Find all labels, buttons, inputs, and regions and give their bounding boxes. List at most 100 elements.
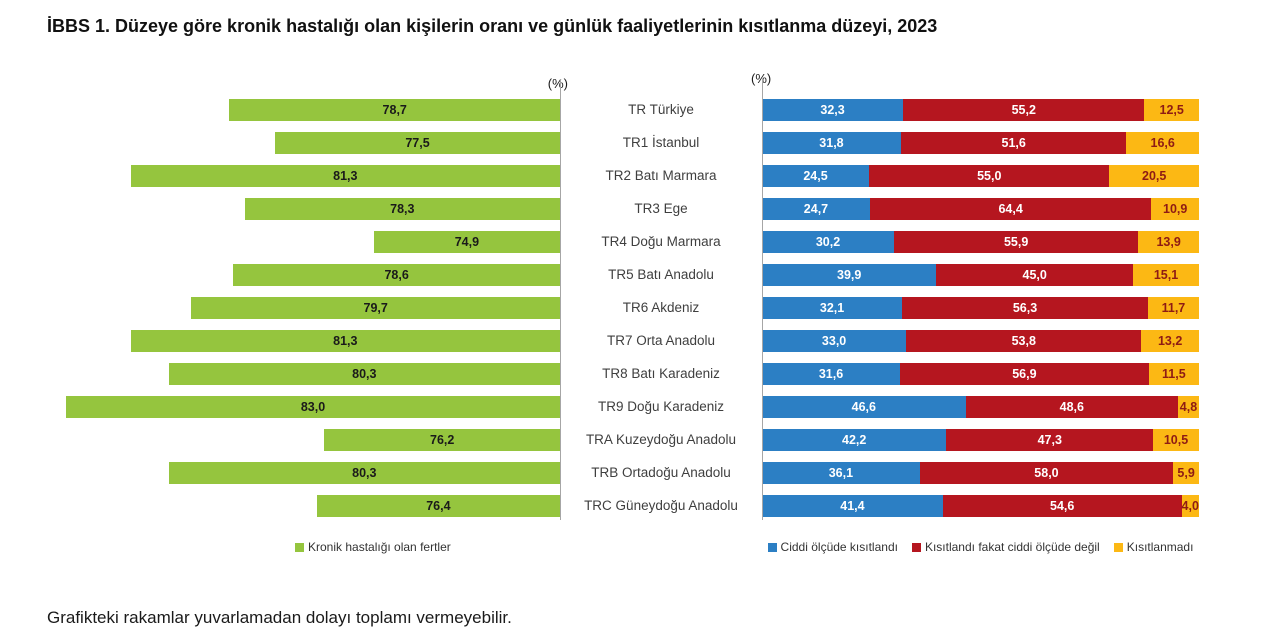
- left-bar-track: 78,7: [47, 98, 560, 121]
- stacked-bar: 42,2 47,3 10,5: [762, 428, 1199, 451]
- bar-value-label: 78,7: [382, 102, 407, 117]
- segment-value-label: 56,3: [1012, 300, 1038, 315]
- segment-not-limited: 10,9: [1151, 197, 1199, 220]
- legend-spacer: [560, 538, 762, 556]
- chart-row: 76,2 TRA Kuzeydoğu Anadolu 42,2 47,3 10,5: [47, 423, 1199, 456]
- segment-value-label: 11,7: [1161, 300, 1186, 315]
- segment-severely-limited: 39,9: [762, 263, 937, 286]
- category-label: TR7 Orta Anadolu: [606, 333, 716, 348]
- chart-row: 81,3 TR2 Batı Marmara 24,5 55,0 20,5: [47, 159, 1199, 192]
- segment-value-label: 51,6: [1001, 135, 1026, 150]
- red-legend-swatch-icon: [911, 542, 921, 552]
- left-bar-track: 78,3: [47, 197, 560, 220]
- segment-limited-not-severe: 51,6: [900, 131, 1127, 154]
- bar-value-label: 83,0: [300, 399, 326, 414]
- chart-rows: 78,7 TR Türkiye 32,3 55,2 12,5 77,5 TR1 İstanb…: [47, 79, 1199, 522]
- left-bar-track: 76,2: [47, 428, 560, 451]
- left-bar-track: 77,5: [47, 131, 560, 154]
- segment-severely-limited: 31,8: [762, 131, 901, 154]
- chronic-disease-bar: 78,6: [233, 263, 560, 286]
- segment-value-label: 10,9: [1163, 201, 1188, 216]
- segment-value-label: 47,3: [1037, 432, 1062, 447]
- segment-not-limited: 15,1: [1133, 263, 1199, 286]
- legend-label-limited-not-severe: Kısıtlandı fakat ciddi ölçüde değil: [924, 540, 1100, 554]
- segment-not-limited: 16,6: [1126, 131, 1199, 154]
- segment-value-label: 39,9: [837, 267, 862, 282]
- legends-row: Kronik hastalığı olan fertler Ciddi ölçü…: [47, 538, 1199, 556]
- chart-row: 80,3 TRB Ortadoğu Anadolu 36,1 58,0 5,9: [47, 456, 1199, 489]
- segment-limited-not-severe: 55,9: [893, 230, 1139, 253]
- right-chart-legend: Ciddi ölçüde kısıtlandı Kısıtlandı fakat…: [762, 538, 1199, 556]
- segment-severely-limited: 24,5: [762, 164, 870, 187]
- segment-value-label: 24,7: [803, 201, 829, 216]
- blue-legend-swatch-icon: [767, 542, 777, 552]
- stacked-bar: 33,0 53,8 13,2: [762, 329, 1199, 352]
- segment-not-limited: 4,0: [1181, 494, 1199, 517]
- segment-value-label: 58,0: [1034, 465, 1059, 480]
- chart-row: 78,6 TR5 Batı Anadolu 39,9 45,0 15,1: [47, 258, 1199, 291]
- chart-row: 76,4 TRC Güneydoğu Anadolu 41,4 54,6 4,0: [47, 489, 1199, 522]
- segment-value-label: 5,9: [1177, 465, 1195, 480]
- bar-value-label: 81,3: [333, 168, 358, 183]
- segment-value-label: 11,5: [1162, 366, 1186, 381]
- segment-limited-not-severe: 56,9: [900, 362, 1149, 385]
- category-label: TRC Güneydoğu Anadolu: [584, 498, 738, 513]
- stacked-bar: 30,2 55,9 13,9: [762, 230, 1199, 253]
- chart-row: 81,3 TR7 Orta Anadolu 33,0 53,8 13,2: [47, 324, 1199, 357]
- legend-item-not-limited: Kısıtlanmadı: [1113, 538, 1193, 556]
- bar-value-label: 77,5: [405, 135, 430, 150]
- segment-severely-limited: 32,1: [762, 296, 903, 319]
- bar-value-label: 80,3: [352, 366, 377, 381]
- segment-limited-not-severe: 47,3: [946, 428, 1154, 451]
- left-bar-track: 80,3: [47, 461, 560, 484]
- bar-value-label: 79,7: [363, 300, 388, 315]
- category-label: TR8 Batı Karadeniz: [602, 366, 720, 381]
- chart-row: 80,3 TR8 Batı Karadeniz 31,6 56,9 11,5: [47, 357, 1199, 390]
- chart-row: 78,3 TR3 Ege 24,7 64,4 10,9: [47, 192, 1199, 225]
- chronic-disease-bar: 77,5: [274, 131, 560, 154]
- category-label: TR6 Akdeniz: [622, 300, 700, 315]
- chronic-disease-bar: 80,3: [168, 461, 560, 484]
- right-bar-track: 33,0 53,8 13,2: [762, 329, 1199, 352]
- segment-value-label: 64,4: [998, 201, 1023, 216]
- right-bar-track: 24,5 55,0 20,5: [762, 164, 1199, 187]
- bar-value-label: 74,9: [454, 234, 480, 249]
- footnote: Grafikteki rakamlar yuvarlamadan dolayı …: [47, 608, 512, 627]
- segment-not-limited: 11,7: [1147, 296, 1199, 319]
- left-bar-track: 76,4: [47, 494, 560, 517]
- segment-value-label: 54,6: [1050, 498, 1075, 513]
- segment-severely-limited: 36,1: [762, 461, 920, 484]
- right-bar-track: 36,1 58,0 5,9: [762, 461, 1199, 484]
- legend-item-limited-not-severe: Kısıtlandı fakat ciddi ölçüde değil: [911, 538, 1100, 556]
- right-bar-track: 46,6 48,6 4,8: [762, 395, 1199, 418]
- segment-value-label: 32,3: [820, 102, 845, 117]
- bar-value-label: 81,3: [333, 333, 358, 348]
- bar-value-label: 78,6: [384, 267, 409, 282]
- chronic-disease-bar: 80,3: [168, 362, 560, 385]
- segment-value-label: 55,2: [1011, 102, 1036, 117]
- chart-row: 78,7 TR Türkiye 32,3 55,2 12,5: [47, 93, 1199, 126]
- chronic-disease-bar: 76,4: [316, 494, 560, 517]
- right-bar-track: 32,3 55,2 12,5: [762, 98, 1199, 121]
- stacked-bar: 24,7 64,4 10,9: [762, 197, 1199, 220]
- right-bar-track: 32,1 56,3 11,7: [762, 296, 1199, 319]
- segment-value-label: 24,5: [803, 168, 828, 183]
- segment-not-limited: 20,5: [1109, 164, 1199, 187]
- segment-value-label: 46,6: [851, 399, 876, 414]
- segment-value-label: 33,0: [821, 333, 847, 348]
- segment-value-label: 55,0: [977, 168, 1002, 183]
- category-label: TR Türkiye: [628, 102, 694, 117]
- segment-severely-limited: 31,6: [762, 362, 901, 385]
- right-percent-unit-label: (%): [751, 71, 771, 86]
- segment-value-label: 20,5: [1142, 168, 1167, 183]
- segment-limited-not-severe: 45,0: [936, 263, 1133, 286]
- chronic-disease-bar: 83,0: [65, 395, 560, 418]
- legend-item-chronic-disease: Kronik hastalığı olan fertler: [295, 538, 451, 556]
- stacked-bar: 36,1 58,0 5,9: [762, 461, 1199, 484]
- stacked-bar: 32,3 55,2 12,5: [762, 98, 1199, 121]
- segment-value-label: 10,5: [1163, 432, 1189, 447]
- charts-area: (%) (%) 78,7 TR Türkiye 32,3 55,2 12,5 77,5 TR…: [47, 71, 1199, 556]
- segment-value-label: 53,8: [1011, 333, 1036, 348]
- category-label: TR4 Doğu Marmara: [601, 234, 721, 249]
- category-label: TRB Ortadoğu Anadolu: [591, 465, 731, 480]
